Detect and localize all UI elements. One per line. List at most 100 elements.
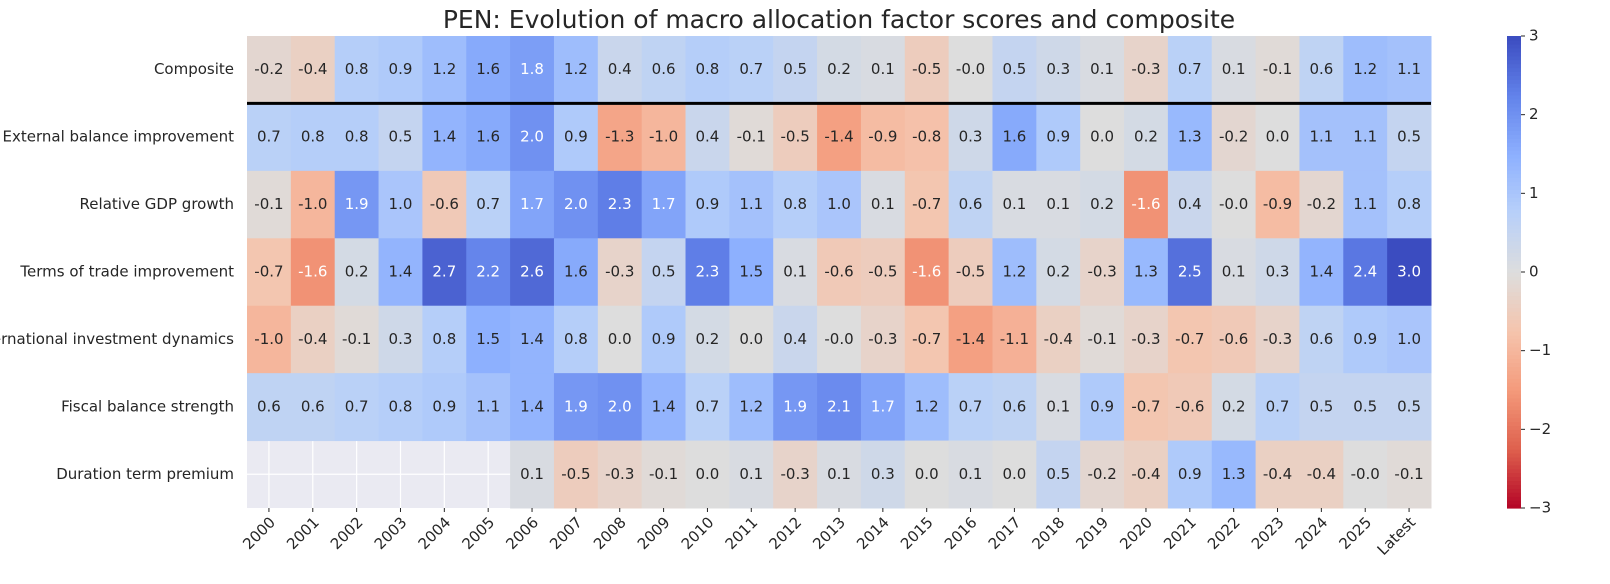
- colorbar-segment: [1507, 319, 1521, 324]
- heatmap-cell: [510, 170, 555, 239]
- heatmap-cell: [904, 373, 950, 442]
- heatmap-cell: [553, 170, 599, 239]
- x-tick-label: 2017: [985, 513, 1025, 553]
- heatmap-cell: [729, 170, 774, 239]
- cell-label: 2.6: [520, 263, 544, 281]
- colorbar-segment: [1507, 311, 1521, 316]
- heatmap-cell: [729, 305, 774, 374]
- heatmap-cell: [247, 238, 292, 307]
- heatmap-cell: [948, 103, 993, 172]
- cell-label: -0.7: [1131, 397, 1160, 415]
- cell-label: 0.2: [1046, 263, 1070, 281]
- heatmap-cell: [817, 373, 862, 442]
- colorbar-segment: [1507, 362, 1521, 367]
- cell-label: -0.1: [342, 330, 371, 348]
- heatmap-cell: [860, 103, 906, 172]
- cell-label: 0.6: [301, 397, 325, 415]
- colorbar-segment: [1507, 205, 1521, 210]
- heatmap-cell: [247, 103, 292, 172]
- cell-label: 0.4: [608, 60, 632, 78]
- cell-label: -1.6: [1131, 195, 1160, 213]
- heatmap-cell: [553, 305, 599, 374]
- heatmap-cell: [1080, 373, 1125, 442]
- cell-label: 0.8: [783, 195, 807, 213]
- colorbar-segment: [1507, 386, 1521, 391]
- heatmap-cell: [1387, 170, 1432, 239]
- cell-label: -0.6: [430, 195, 459, 213]
- cell-label: -0.8: [912, 128, 941, 146]
- colorbar-segment: [1507, 299, 1521, 305]
- colorbar-segment: [1507, 47, 1521, 53]
- heatmap-cell: [1080, 170, 1125, 239]
- heatmap-cell: [817, 238, 862, 307]
- cell-label: 0.8: [564, 330, 588, 348]
- heatmap-cell: [773, 36, 818, 104]
- cell-label: -0.1: [649, 465, 678, 483]
- heatmap-cell: [378, 238, 423, 307]
- cell-label: -0.1: [1263, 60, 1292, 78]
- cell-label: 0.7: [696, 397, 720, 415]
- cell-label: 1.4: [520, 397, 544, 415]
- cell-label: 1.1: [1397, 60, 1421, 78]
- colorbar-segment: [1507, 484, 1521, 489]
- colorbar-tick-label: −3: [1529, 499, 1551, 517]
- heatmap-cell: [1080, 103, 1125, 172]
- heatmap-cell: [641, 238, 687, 307]
- cell-label: 0.7: [257, 128, 281, 146]
- colorbar-segment: [1507, 413, 1521, 419]
- heatmap-cell: [860, 238, 906, 307]
- colorbar-segment: [1507, 496, 1521, 501]
- heatmap-cell: [860, 36, 906, 104]
- heatmap-cell: [1036, 170, 1081, 239]
- heatmap-cell: [597, 373, 643, 442]
- cell-label: 0.3: [389, 330, 413, 348]
- cell-label: 0.0: [1266, 128, 1290, 146]
- cell-label: 1.3: [1178, 128, 1202, 146]
- cell-label: 0.6: [652, 60, 676, 78]
- heatmap-cell: [1255, 36, 1300, 104]
- heatmap-cell: [1124, 103, 1169, 172]
- cell-label: 0.4: [783, 330, 807, 348]
- heatmap-cell: [510, 36, 555, 104]
- heatmap-cell: [466, 238, 511, 307]
- heatmap-cell: [729, 373, 774, 442]
- cell-label: 2.0: [520, 128, 544, 146]
- colorbar-segment: [1507, 303, 1521, 308]
- heatmap-cell: [904, 440, 950, 509]
- x-tick-label: 2007: [546, 513, 586, 553]
- cell-label: 0.6: [257, 397, 281, 415]
- x-tick-label: 2012: [765, 513, 805, 553]
- cell-label: 1.3: [1134, 263, 1158, 281]
- heatmap-cell: [817, 440, 862, 509]
- heatmap-cell: [685, 103, 730, 172]
- x-tick-label: 2000: [239, 513, 279, 553]
- cell-label: -0.4: [1307, 465, 1336, 483]
- cell-label: 0.8: [345, 60, 369, 78]
- heatmap-cell: [247, 373, 292, 442]
- x-tick-label: 2018: [1029, 513, 1069, 553]
- heatmap-cell: [817, 36, 862, 104]
- cell-label: -0.7: [1175, 330, 1204, 348]
- heatmap-cell: [597, 238, 643, 307]
- heatmap-cell: [1211, 103, 1257, 172]
- colorbar-segment: [1507, 59, 1521, 65]
- cell-label: 0.5: [1002, 60, 1026, 78]
- row-label: Composite: [154, 60, 234, 78]
- x-tick-label: 2023: [1248, 513, 1288, 553]
- cell-label: 0.2: [827, 60, 851, 78]
- colorbar-segment: [1507, 161, 1521, 167]
- heatmap-cell: [510, 440, 555, 509]
- cell-label: 0.2: [1222, 397, 1246, 415]
- cell-label: -0.0: [824, 330, 853, 348]
- cell-label: -0.6: [1175, 397, 1204, 415]
- cell-label: -0.2: [1219, 128, 1248, 146]
- cell-label: 0.9: [564, 128, 588, 146]
- heatmap-cell: [378, 373, 423, 442]
- heatmap-cell: [597, 170, 643, 239]
- heatmap-cell: [1167, 440, 1213, 509]
- colorbar-segment: [1507, 83, 1521, 88]
- cell-label: 2.4: [1353, 263, 1377, 281]
- colorbar-segment: [1507, 216, 1521, 222]
- cell-label: -0.4: [1131, 465, 1160, 483]
- heatmap-cell: [1299, 36, 1344, 104]
